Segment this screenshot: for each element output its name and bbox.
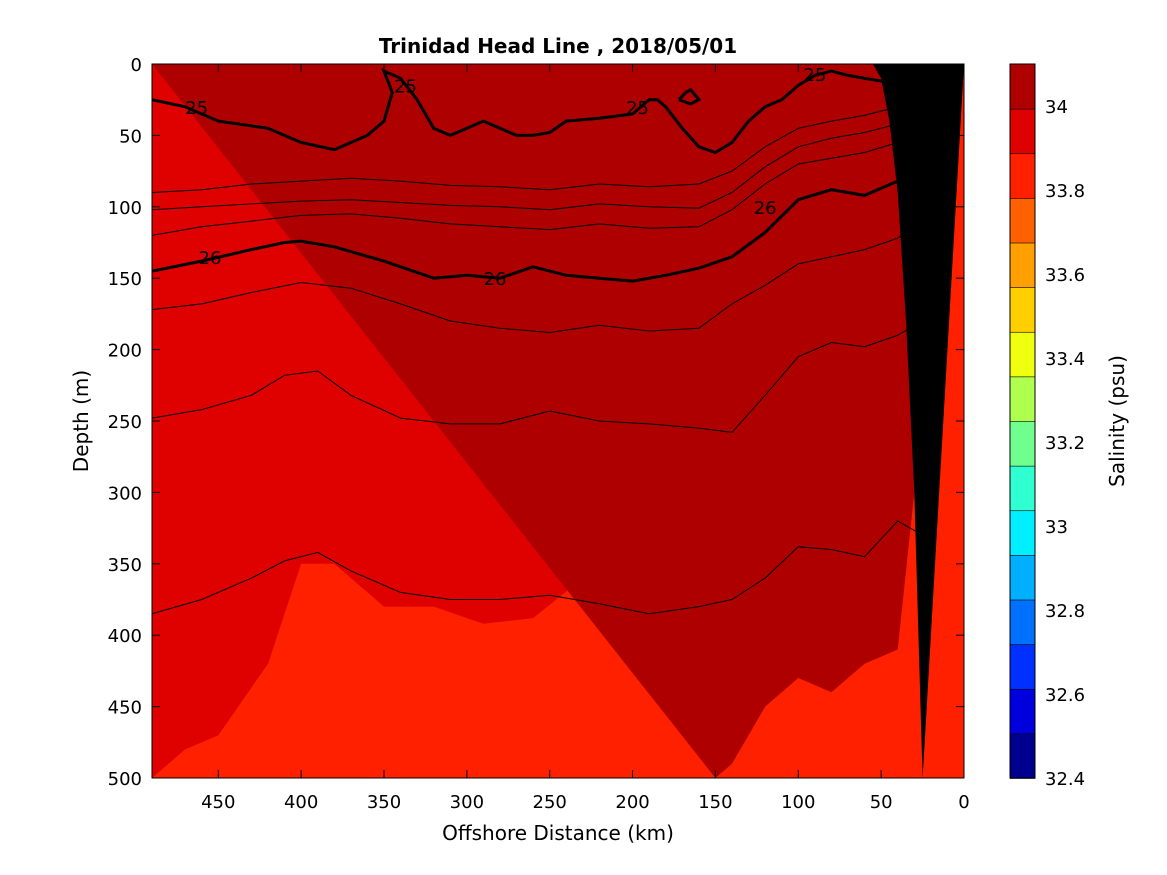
- y-tick-label-10: 500: [108, 769, 142, 790]
- colorbar-tick-label-2: 32.8: [1045, 601, 1085, 622]
- salinity-field: [152, 64, 964, 778]
- isopycnal-line-2: [152, 127, 923, 236]
- colorbar-tick-label-3: 33: [1045, 517, 1068, 538]
- isopycnal-contours: [152, 68, 924, 615]
- isopycnal-line-5: [152, 320, 923, 433]
- colorbar-swatch-14: [1009, 108, 1036, 155]
- contour-labels: 25 25 25 25 26 26 26: [185, 65, 826, 290]
- isopycnal-line-1: [152, 106, 923, 211]
- x-tick-label-3: 300: [450, 792, 484, 813]
- colorbar-swatch-4: [1009, 554, 1036, 601]
- x-tick-label-5: 200: [615, 792, 649, 813]
- y-tick-label-2: 100: [108, 198, 142, 219]
- x-axis-label: Offshore Distance (km): [442, 821, 674, 845]
- colorbar-swatch-0: [1009, 733, 1036, 779]
- contour-label-0: 25: [185, 98, 208, 119]
- x-tick-label-9: 0: [958, 792, 969, 813]
- seafloor-shape: [872, 64, 964, 778]
- contour-25-line-0: [152, 68, 915, 155]
- x-axis: 450 400 350 300 250 200 150 100 50 0: [201, 64, 970, 813]
- colorbar-swatch-7: [1009, 420, 1036, 467]
- colorbar-swatch-9: [1009, 331, 1036, 378]
- contour-label-2: 25: [626, 98, 649, 119]
- plot-area: 25 25 25 25 26 26 26: [151, 63, 965, 779]
- isopycnal-line-0: [152, 89, 923, 193]
- contour-label-4: 26: [199, 248, 222, 269]
- y-tick-label-5: 250: [108, 412, 142, 433]
- y-tick-label-7: 350: [108, 555, 142, 576]
- x-tick-label-0: 450: [201, 792, 235, 813]
- colorbar-swatch-2: [1009, 643, 1036, 690]
- x-tick-label-7: 100: [781, 792, 815, 813]
- colorbar-frame: [1009, 63, 1036, 779]
- colorbar-tick-label-1: 32.6: [1045, 685, 1085, 706]
- x-tick-label-8: 50: [870, 792, 893, 813]
- y-tick-label-0: 0: [131, 55, 142, 76]
- contour-label-1: 25: [394, 76, 417, 97]
- x-tick-label-1: 400: [284, 792, 318, 813]
- y-tick-label-4: 200: [108, 341, 142, 362]
- x-tick-label-6: 150: [698, 792, 732, 813]
- colorbar-swatch-8: [1009, 376, 1036, 422]
- colorbar-swatch-15: [1009, 63, 1036, 110]
- y-tick-label-1: 50: [119, 126, 142, 147]
- colorbar-tick-label-8: 34: [1045, 97, 1068, 118]
- colorbar: 32.4 32.6 32.8 33 33.2 33.4 33.6 33.8 34: [1009, 63, 1085, 790]
- contour-25-line-1: [677, 87, 702, 106]
- colorbar-swatch-13: [1009, 152, 1036, 199]
- y-tick-label-6: 300: [108, 483, 142, 504]
- colorbar-swatch-5: [1009, 509, 1036, 556]
- colorbar-tick-label-5: 33.4: [1045, 349, 1085, 370]
- colorbar-tick-label-7: 33.8: [1045, 181, 1085, 202]
- isopycnal-line-3: [152, 155, 924, 283]
- x-tick-label-2: 350: [367, 792, 401, 813]
- y-tick-label-3: 150: [108, 269, 142, 290]
- bathymetry: [872, 64, 964, 778]
- colorbar-swatch-1: [1009, 688, 1036, 735]
- contour-label-5: 26: [484, 269, 507, 290]
- contour-label-3: 25: [803, 65, 826, 86]
- colorbar-swatch-6: [1009, 465, 1036, 512]
- y-tick-label-9: 450: [108, 698, 142, 719]
- colorbar-swatch-11: [1009, 242, 1036, 288]
- y-axis: 0 50 100 150 200 250 300 350 400 450 500: [108, 55, 964, 790]
- surface-salinity-layers: [152, 64, 923, 778]
- colorbar-label: Salinity (psu): [1105, 355, 1129, 487]
- y-tick-label-8: 400: [108, 626, 142, 647]
- x-tick-label-4: 250: [533, 792, 567, 813]
- chart-title: Trinidad Head Line , 2018/05/01: [379, 34, 737, 58]
- isopycnal-line-6: [152, 520, 923, 615]
- colorbar-tick-label-6: 33.6: [1045, 265, 1085, 286]
- colorbar-swatch-10: [1009, 286, 1036, 333]
- contour-label-6: 26: [754, 198, 777, 219]
- colorbar-swatch-12: [1009, 197, 1036, 244]
- isopycnal-line-4: [152, 220, 923, 334]
- colorbar-tick-label-0: 32.4: [1045, 769, 1085, 790]
- colorbar-tick-label-4: 33.2: [1045, 433, 1085, 454]
- colorbar-swatch-3: [1009, 599, 1036, 645]
- y-axis-label: Depth (m): [69, 370, 93, 472]
